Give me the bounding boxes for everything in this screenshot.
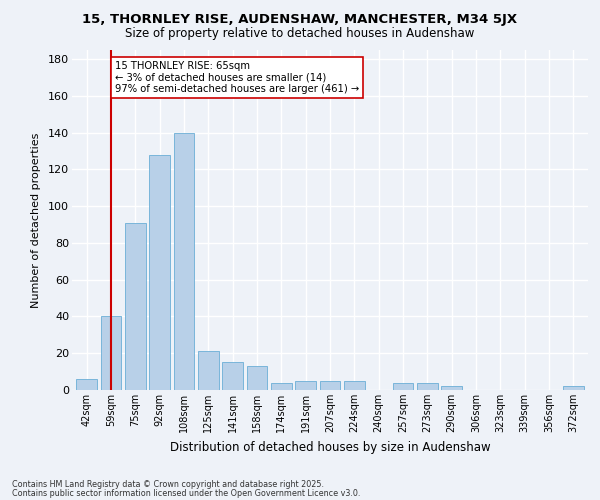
Bar <box>247 366 268 390</box>
Y-axis label: Number of detached properties: Number of detached properties <box>31 132 41 308</box>
Bar <box>392 382 413 390</box>
Bar <box>76 379 97 390</box>
Text: 15, THORNLEY RISE, AUDENSHAW, MANCHESTER, M34 5JX: 15, THORNLEY RISE, AUDENSHAW, MANCHESTER… <box>82 12 518 26</box>
Bar <box>222 362 243 390</box>
Text: 15 THORNLEY RISE: 65sqm
← 3% of detached houses are smaller (14)
97% of semi-det: 15 THORNLEY RISE: 65sqm ← 3% of detached… <box>115 61 359 94</box>
Bar <box>173 132 194 390</box>
Bar <box>101 316 121 390</box>
X-axis label: Distribution of detached houses by size in Audenshaw: Distribution of detached houses by size … <box>170 440 490 454</box>
Bar <box>563 386 584 390</box>
Text: Size of property relative to detached houses in Audenshaw: Size of property relative to detached ho… <box>125 28 475 40</box>
Bar <box>198 352 218 390</box>
Bar <box>417 382 438 390</box>
Bar <box>320 381 340 390</box>
Bar <box>295 381 316 390</box>
Text: Contains HM Land Registry data © Crown copyright and database right 2025.: Contains HM Land Registry data © Crown c… <box>12 480 324 489</box>
Bar <box>442 386 462 390</box>
Text: Contains public sector information licensed under the Open Government Licence v3: Contains public sector information licen… <box>12 488 361 498</box>
Bar <box>125 223 146 390</box>
Bar <box>149 155 170 390</box>
Bar <box>271 382 292 390</box>
Bar <box>344 381 365 390</box>
